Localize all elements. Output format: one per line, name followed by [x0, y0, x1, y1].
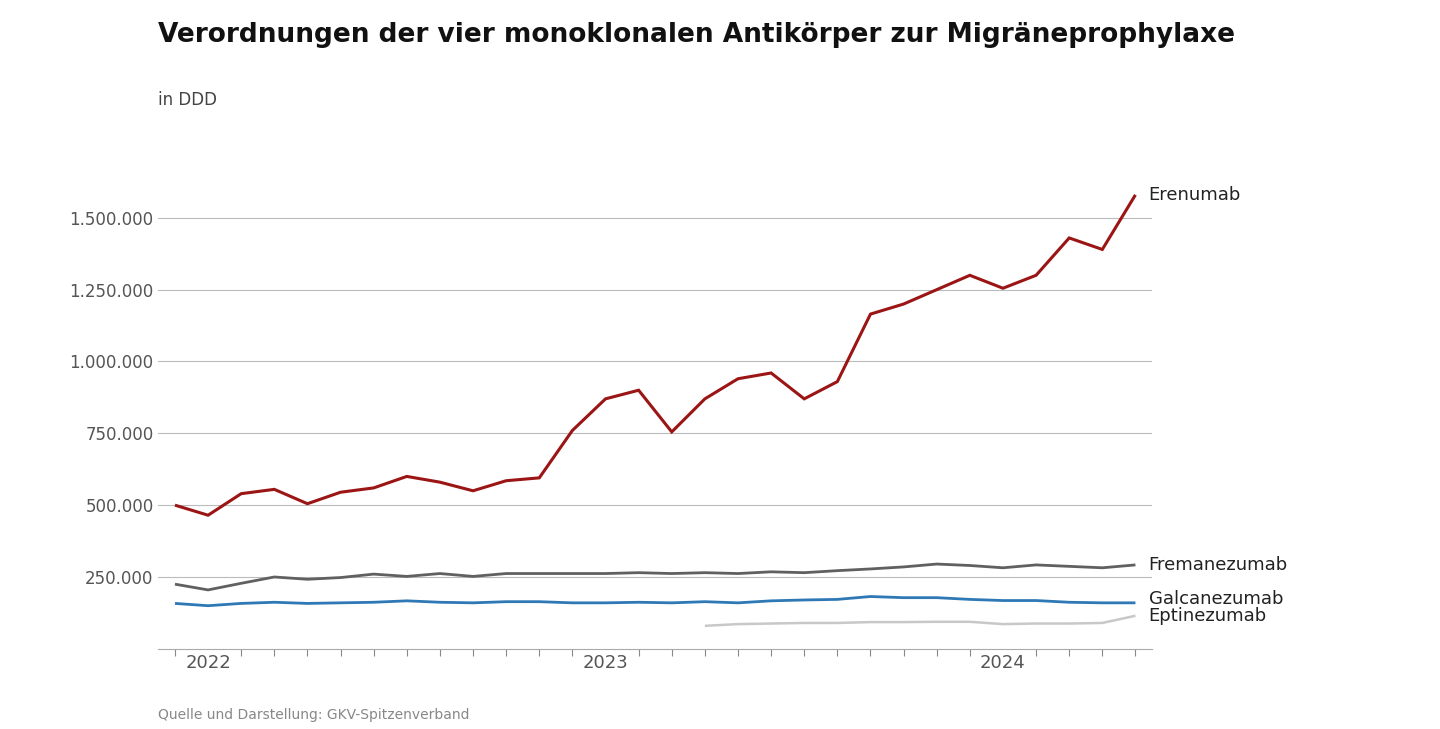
- Text: in DDD: in DDD: [158, 91, 217, 109]
- Text: Eptinezumab: Eptinezumab: [1149, 607, 1267, 625]
- Text: Erenumab: Erenumab: [1149, 186, 1241, 204]
- Text: Galcanezumab: Galcanezumab: [1149, 590, 1283, 607]
- Text: Quelle und Darstellung: GKV-Spitzenverband: Quelle und Darstellung: GKV-Spitzenverba…: [158, 708, 469, 722]
- Text: Verordnungen der vier monoklonalen Antikörper zur Migräneprophylaxe: Verordnungen der vier monoklonalen Antik…: [158, 22, 1236, 48]
- Text: Fremanezumab: Fremanezumab: [1149, 556, 1287, 574]
